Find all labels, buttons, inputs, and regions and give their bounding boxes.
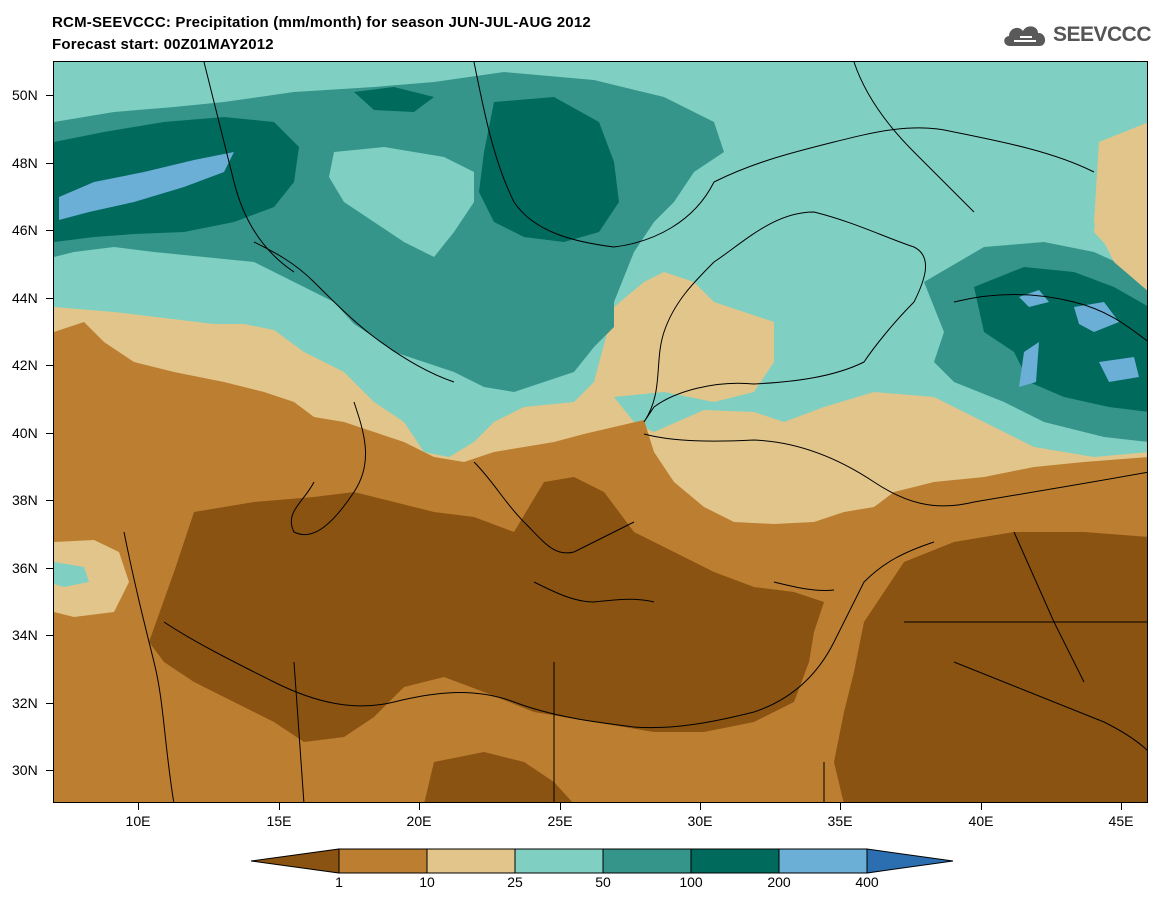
- lon-label: 15E: [266, 813, 292, 829]
- lat-tick: [46, 770, 53, 771]
- lon-tick: [700, 803, 701, 810]
- cloud-icon: [1004, 26, 1046, 46]
- colorbar-segment: [866, 848, 954, 874]
- colorbar-segment: [426, 848, 516, 874]
- colorbar-label: 25: [507, 874, 523, 890]
- band-10-25-ukraine-east: [1094, 122, 1147, 291]
- lon-label: 45E: [1108, 813, 1134, 829]
- lat-tick: [46, 298, 53, 299]
- band-100-200-carpathians: [479, 97, 619, 242]
- band-10-25-tunisia: [54, 540, 129, 617]
- colorbar-label: 50: [595, 874, 611, 890]
- lat-label: 34N: [12, 627, 38, 643]
- colorbar-label: 10: [419, 874, 435, 890]
- band-below-1-libya: [424, 752, 573, 802]
- colorbar-label: 1: [335, 874, 343, 890]
- lon-tick: [560, 803, 561, 810]
- lat-label: 38N: [12, 492, 38, 508]
- lat-tick: [46, 163, 53, 164]
- colorbar-label: 200: [767, 874, 791, 890]
- lat-label: 32N: [12, 695, 38, 711]
- lon-label: 25E: [547, 813, 573, 829]
- lat-tick: [46, 635, 53, 636]
- lat-label: 48N: [12, 155, 38, 171]
- lon-tick: [840, 803, 841, 810]
- map-title: RCM-SEEVCCC: Precipitation (mm/month) fo…: [52, 14, 591, 31]
- lat-label: 42N: [12, 357, 38, 373]
- band-200-400-caucasus-4: [1099, 357, 1139, 382]
- lon-label: 20E: [406, 813, 432, 829]
- lat-label: 50N: [12, 87, 38, 103]
- forecast-start-label: Forecast start: 00Z01MAY2012: [52, 36, 274, 53]
- lat-label: 44N: [12, 290, 38, 306]
- lat-tick: [46, 500, 53, 501]
- colorbar-segment: [514, 848, 604, 874]
- lon-tick: [1121, 803, 1122, 810]
- lat-tick: [46, 365, 53, 366]
- band-200-400-caucasus-1: [1019, 290, 1049, 307]
- colorbar-label: 400: [855, 874, 879, 890]
- lat-tick: [46, 95, 53, 96]
- colorbar-segment: [338, 848, 428, 874]
- band-25-50-crimea: [799, 242, 854, 282]
- lat-label: 30N: [12, 762, 38, 778]
- lat-tick: [46, 568, 53, 569]
- band-200-400-caucasus-3: [1019, 342, 1039, 387]
- map-area: [53, 61, 1148, 803]
- lat-label: 40N: [12, 425, 38, 441]
- lon-label: 30E: [687, 813, 713, 829]
- lat-tick: [46, 433, 53, 434]
- lon-tick: [419, 803, 420, 810]
- colorbar-segment: [250, 848, 340, 874]
- lat-label: 36N: [12, 560, 38, 576]
- colorbar-label: 100: [679, 874, 703, 890]
- precipitation-map: [54, 62, 1147, 802]
- lon-tick: [279, 803, 280, 810]
- band-25-50-tunisia: [54, 562, 89, 587]
- colorbar-segment: [690, 848, 780, 874]
- lon-label: 35E: [827, 813, 853, 829]
- lon-label: 10E: [125, 813, 151, 829]
- colorbar: [250, 848, 954, 874]
- lon-label: 40E: [968, 813, 994, 829]
- band-200-400-alps: [59, 152, 234, 220]
- lat-tick: [46, 703, 53, 704]
- coastlines-and-borders: [123, 62, 1147, 802]
- band-200-400-caucasus-2: [1074, 302, 1119, 332]
- seevccc-logo: SEEVCCC: [1000, 20, 1152, 50]
- colorbar-segment: [602, 848, 692, 874]
- lat-tick: [46, 230, 53, 231]
- band-below-1-mideast: [834, 532, 1147, 802]
- lon-tick: [981, 803, 982, 810]
- lon-tick: [138, 803, 139, 810]
- lat-label: 46N: [12, 222, 38, 238]
- logo-text: SEEVCCC: [1052, 23, 1152, 46]
- colorbar-segment: [778, 848, 868, 874]
- band-100-200-poland: [354, 87, 434, 112]
- band-below-1-med: [149, 477, 824, 742]
- band-25-50-pannonian: [329, 147, 474, 257]
